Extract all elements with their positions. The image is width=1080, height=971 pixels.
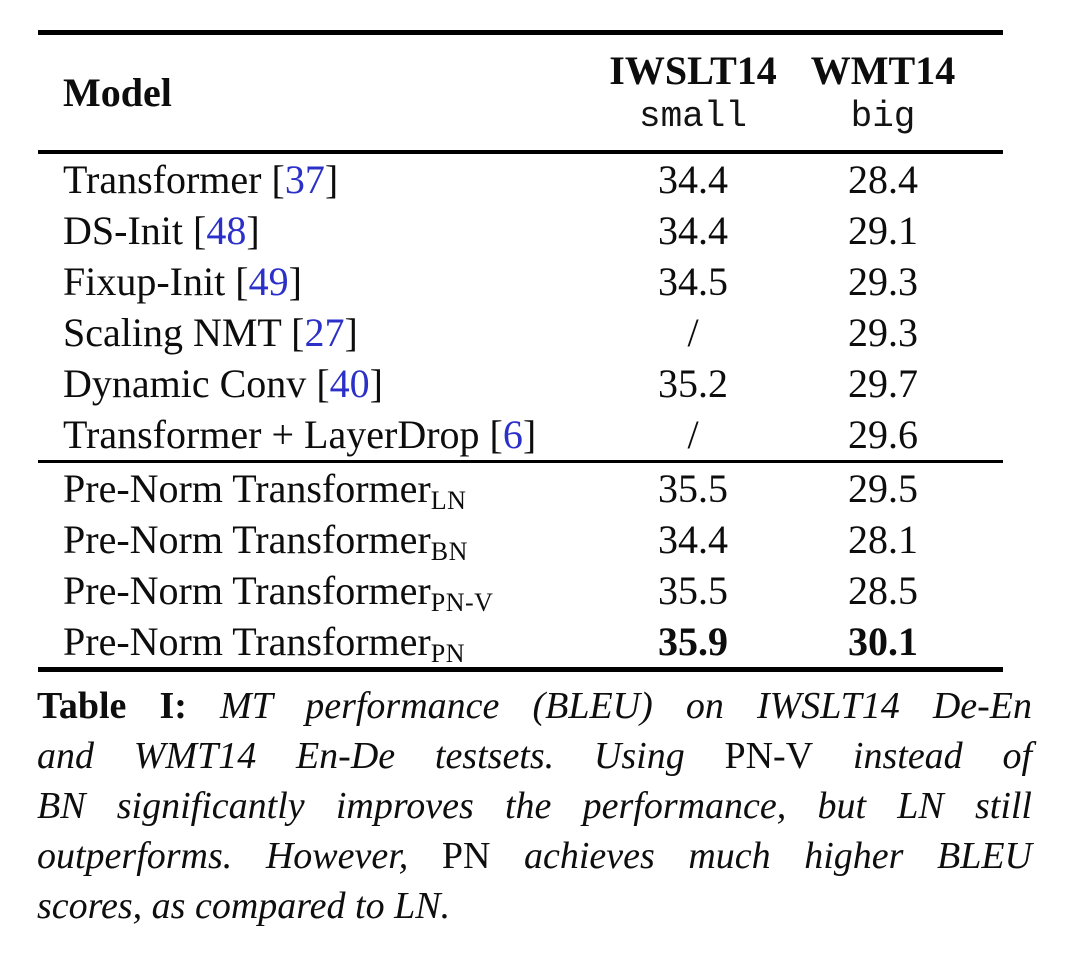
wmt-score-cell: 28.1 [848,517,918,562]
model-cell: Dynamic Conv [40] [63,361,383,406]
caption-label: Table I: [37,685,187,727]
model-cell: Fixup-Init [49] [63,259,302,304]
iwslt-score-cell: 35.2 [658,361,728,406]
results-table: Model IWSLT14 small WMT14 big Transforme… [38,30,1003,672]
header-wmt14-label: WMT14 [810,47,956,93]
caption-text: and WMT14 En-De testsets. Using [37,735,725,777]
model-cell: Pre-Norm TransformerLN [63,466,467,515]
caption-text: BN significantly improves the performanc… [37,785,1032,827]
wmt-score-cell: 29.1 [848,208,918,253]
caption-text: scores, as compared to LN. [37,885,451,927]
table-header-row: Model IWSLT14 small WMT14 big [38,35,1003,150]
wmt-score-cell: 29.3 [848,310,918,355]
caption-text: achieves much higher BLEU [490,835,1032,877]
header-rule [38,150,1003,154]
model-cell: DS-Init [48] [63,208,260,253]
iwslt-score-cell: 34.4 [658,157,728,202]
model-subscript: BN [430,537,468,566]
citation-link[interactable]: 40 [329,361,370,406]
caption-line: scores, as compared to LN. [37,881,1032,931]
citation-link[interactable]: 37 [284,157,325,202]
wmt-score-cell: 29.3 [848,259,918,304]
model-cell: Pre-Norm TransformerPN [63,619,465,668]
header-wmt14: WMT14 big [783,47,983,137]
table-row: Transformer [37] 34.4 28.4 [38,154,1003,205]
iwslt-score-cell: / [687,412,699,457]
header-iwslt14: IWSLT14 small [603,47,783,137]
citation-link[interactable]: 27 [304,310,345,355]
citation-link[interactable]: 6 [502,412,523,457]
model-subscript: LN [430,486,467,515]
iwslt-score-cell: 34.4 [658,208,728,253]
model-cell: Transformer + LayerDrop [6] [63,412,537,457]
wmt-score-cell: 29.7 [848,361,918,406]
table-row: Fixup-Init [49] 34.5 29.3 [38,256,1003,307]
iwslt-score-cell: 35.9 [658,619,728,664]
iwslt-score-cell: 35.5 [658,568,728,613]
caption-text: outperforms. However, [37,835,442,877]
wmt-score-cell: 29.6 [848,412,918,457]
iwslt-score-cell: 34.5 [658,259,728,304]
table-caption: Table I: MT performance (BLEU) on IWSLT1… [37,681,1032,931]
table-row: DS-Init [48] 34.4 29.1 [38,205,1003,256]
table-row: Pre-Norm TransformerBN 34.4 28.1 [38,514,1003,566]
table-row: Pre-Norm TransformerPN-V 35.5 28.5 [38,565,1003,617]
table-row: Dynamic Conv [40] 35.2 29.7 [38,358,1003,409]
caption-line: BN significantly improves the performanc… [37,781,1032,831]
caption-line: Table I: MT performance (BLEU) on IWSLT1… [37,681,1032,731]
caption-text: PN [441,835,491,877]
caption-text: instead of [813,735,1032,777]
caption-line: outperforms. However, PN achieves much h… [37,831,1032,881]
table-row: Transformer + LayerDrop [6] / 29.6 [38,409,1003,460]
model-cell: Scaling NMT [27] [63,310,358,355]
table-row: Pre-Norm TransformerLN 35.5 29.5 [38,463,1003,515]
citation-link[interactable]: 48 [206,208,247,253]
citation-link[interactable]: 49 [248,259,289,304]
mid-rule [38,460,1003,463]
wmt-score-cell: 28.5 [848,568,918,613]
iwslt-score-cell: 35.5 [658,466,728,511]
header-iwslt14-label: IWSLT14 [609,47,777,93]
iwslt-score-cell: 34.4 [658,517,728,562]
iwslt-score-cell: / [687,310,699,355]
header-model: Model [63,70,172,115]
model-subscript: PN [430,639,465,668]
prenorm-models-group: Pre-Norm TransformerLN 35.5 29.5 Pre-Norm T… [38,463,1003,668]
model-cell: Pre-Norm TransformerPN-V [63,568,494,617]
model-cell: Transformer [37] [63,157,339,202]
model-subscript: PN-V [430,588,494,617]
table-bottom-rule [38,667,1003,672]
wmt-score-cell: 29.5 [848,466,918,511]
wmt-score-cell: 30.1 [848,619,918,664]
baseline-models-group: Transformer [37] 34.4 28.4 DS-Init [48] 34.4… [38,154,1003,460]
table-top-rule [38,30,1003,35]
model-cell: Pre-Norm TransformerBN [63,517,468,566]
caption-text: MT performance (BLEU) on IWSLT14 De-En [186,685,1033,727]
header-wmt14-sub: big [850,95,916,137]
wmt-score-cell: 28.4 [848,157,918,202]
table-row: Scaling NMT [27] / 29.3 [38,307,1003,358]
table-row: Pre-Norm TransformerPN 35.9 30.1 [38,616,1003,668]
header-iwslt14-sub: small [638,95,748,137]
caption-line: and WMT14 En-De testsets. Using PN-V ins… [37,731,1032,781]
caption-text: PN-V [724,735,814,777]
